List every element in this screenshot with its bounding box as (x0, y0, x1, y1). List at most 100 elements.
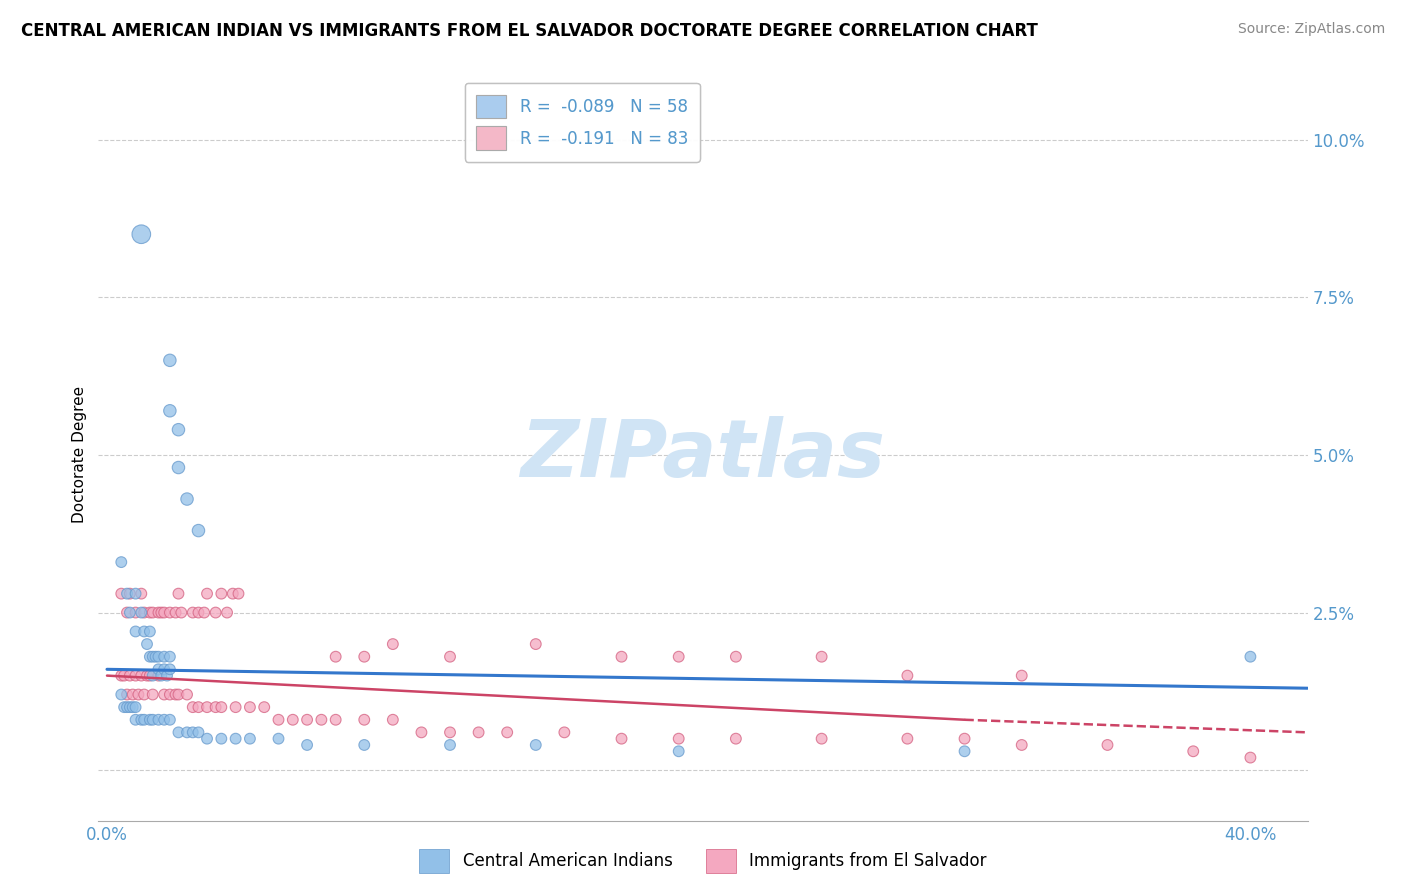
Point (187, 524, 209, 538)
Point (181, 725, 204, 739)
Point (159, 688, 181, 702)
Point (953, 731, 976, 746)
Point (139, 606, 162, 620)
Point (118, 606, 141, 620)
Point (159, 404, 181, 418)
Point (112, 700, 135, 714)
Point (148, 606, 170, 620)
Point (124, 700, 146, 714)
Point (136, 668, 159, 682)
Point (610, 649, 633, 664)
Point (181, 700, 204, 714)
Point (176, 688, 198, 702)
Point (129, 713, 152, 727)
Point (209, 700, 232, 714)
Point (381, 713, 404, 727)
Point (439, 738, 461, 752)
Point (112, 668, 135, 682)
Point (129, 227, 152, 242)
Point (134, 606, 156, 620)
Point (215, 606, 238, 620)
Point (1011, 668, 1033, 682)
Point (553, 725, 575, 739)
Point (187, 700, 209, 714)
Point (159, 649, 181, 664)
Point (148, 662, 170, 676)
Point (124, 624, 146, 639)
Point (225, 700, 247, 714)
Point (439, 649, 461, 664)
Point (325, 649, 347, 664)
Point (134, 688, 156, 702)
Legend: R =  -0.089   N = 58, R =  -0.191   N = 83: R = -0.089 N = 58, R = -0.191 N = 83 (464, 83, 700, 161)
Point (115, 688, 138, 702)
Point (121, 700, 143, 714)
Point (124, 668, 146, 682)
Point (170, 606, 193, 620)
Point (193, 606, 215, 620)
Point (610, 731, 633, 746)
Y-axis label: Doctorate Degree: Doctorate Degree (72, 386, 87, 524)
Point (153, 649, 176, 664)
Point (524, 637, 547, 651)
Point (110, 688, 132, 702)
Point (167, 460, 190, 475)
Point (209, 731, 232, 746)
Point (225, 731, 247, 746)
Point (139, 624, 162, 639)
Point (148, 649, 170, 664)
Point (165, 688, 187, 702)
Point (1182, 744, 1205, 758)
Point (145, 649, 167, 664)
Point (134, 624, 156, 639)
Point (150, 606, 173, 620)
Point (153, 662, 176, 676)
Point (187, 606, 209, 620)
Point (810, 731, 832, 746)
Point (181, 606, 204, 620)
Point (110, 587, 132, 601)
Point (281, 713, 304, 727)
Point (896, 731, 918, 746)
Point (115, 606, 138, 620)
Point (411, 725, 433, 739)
Point (159, 662, 181, 676)
Point (129, 606, 152, 620)
Point (353, 649, 375, 664)
Point (167, 688, 190, 702)
Point (267, 713, 290, 727)
Point (295, 738, 318, 752)
Legend: Central American Indians, Immigrants from El Salvador: Central American Indians, Immigrants fro… (412, 842, 994, 880)
Point (295, 713, 318, 727)
Point (439, 725, 461, 739)
Point (136, 637, 159, 651)
Point (142, 713, 165, 727)
Point (142, 668, 165, 682)
Point (195, 731, 218, 746)
Point (124, 713, 146, 727)
Point (1239, 750, 1261, 764)
Text: ZIPatlas: ZIPatlas (520, 416, 886, 494)
Point (118, 668, 141, 682)
Point (176, 491, 198, 506)
Point (325, 713, 347, 727)
Point (353, 713, 375, 727)
Point (165, 606, 187, 620)
Text: Source: ZipAtlas.com: Source: ZipAtlas.com (1237, 22, 1385, 37)
Point (668, 731, 690, 746)
Point (134, 713, 156, 727)
Point (187, 725, 209, 739)
Point (381, 637, 404, 651)
Point (159, 353, 181, 368)
Point (150, 668, 173, 682)
Point (222, 587, 245, 601)
Point (167, 587, 190, 601)
Point (142, 649, 165, 664)
Point (239, 700, 262, 714)
Point (467, 725, 489, 739)
Point (124, 606, 146, 620)
Point (124, 587, 146, 601)
Point (121, 688, 143, 702)
Text: CENTRAL AMERICAN INDIAN VS IMMIGRANTS FROM EL SALVADOR DOCTORATE DEGREE CORRELAT: CENTRAL AMERICAN INDIAN VS IMMIGRANTS FR… (21, 22, 1038, 40)
Point (153, 606, 176, 620)
